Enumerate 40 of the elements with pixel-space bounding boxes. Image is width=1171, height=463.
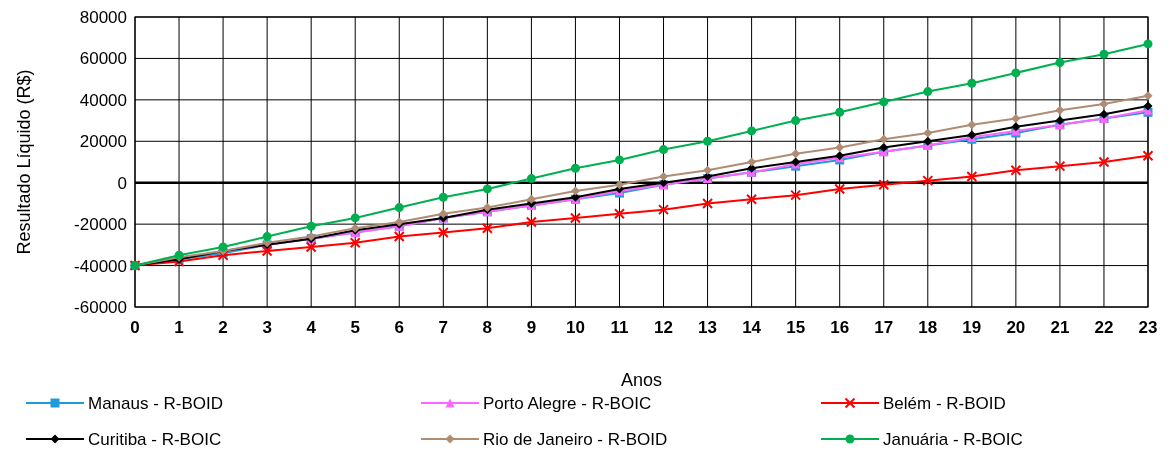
legend-label: Belém - R-BOID: [883, 393, 1006, 413]
y-tick-label: 80000: [79, 7, 127, 27]
x-tick-label: 19: [962, 318, 982, 337]
x-tick-label: 12: [654, 318, 673, 337]
x-tick-label: 13: [698, 318, 718, 337]
x-tick-label: 3: [262, 318, 272, 337]
x-tick-label: 1: [174, 318, 184, 337]
y-tick-label: -40000: [74, 256, 127, 276]
legend-label: Rio de Janeiro - R-BOID: [483, 429, 668, 449]
x-tick-label: 18: [918, 318, 938, 337]
y-tick-label: 0: [117, 173, 127, 193]
x-tick-label: 7: [438, 318, 449, 337]
x-tick-label: 4: [306, 318, 317, 337]
legend-label: Manaus - R-BOID: [88, 393, 224, 413]
x-tick-label: 22: [1094, 318, 1114, 337]
x-axis-title: Anos: [620, 370, 663, 390]
x-tick-label: 9: [526, 318, 537, 337]
x-tick-label: 11: [610, 318, 629, 337]
x-tick-label: 17: [874, 318, 894, 337]
legend-label: Curitiba - R-BOIC: [88, 429, 222, 449]
y-tick-label: 40000: [79, 90, 127, 110]
x-tick-label: 0: [130, 318, 140, 337]
x-tick-label: 14: [742, 318, 762, 337]
legend-label: Januária - R-BOIC: [883, 429, 1023, 449]
x-tick-label: 16: [830, 318, 850, 337]
y-tick-label: -20000: [74, 215, 127, 235]
y-axis-title: Resultado Líquido (R$): [14, 69, 35, 255]
y-tick-label: 20000: [79, 132, 127, 152]
x-tick-label: 8: [482, 318, 493, 337]
x-tick-label: 5: [350, 318, 360, 337]
legend-label: Porto Alegre - R-BOIC: [483, 393, 652, 413]
x-tick-label: 21: [1050, 318, 1070, 337]
x-tick-label: 23: [1138, 318, 1158, 337]
y-tick-label: 60000: [79, 49, 127, 69]
x-tick-label: 10: [565, 318, 585, 337]
x-tick-label: 15: [786, 318, 806, 337]
x-tick-label: 2: [218, 318, 228, 337]
x-tick-label: 20: [1006, 318, 1026, 337]
x-tick-label: 6: [394, 318, 404, 337]
y-tick-label: -60000: [74, 297, 127, 317]
